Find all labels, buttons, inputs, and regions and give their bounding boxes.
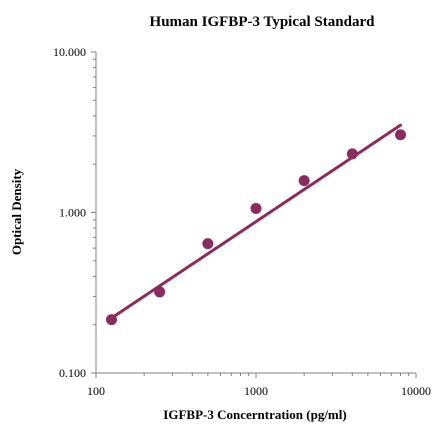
plot-area bbox=[106, 123, 406, 326]
data-point bbox=[250, 202, 262, 214]
data-point bbox=[154, 286, 166, 298]
data-point bbox=[298, 175, 310, 187]
data-point bbox=[202, 238, 214, 250]
data-point bbox=[394, 129, 406, 141]
data-point bbox=[346, 148, 358, 160]
data-point bbox=[106, 314, 118, 326]
y-tick-label: 10.000 bbox=[53, 45, 86, 59]
x-tick-label: 100 bbox=[87, 384, 105, 398]
y-tick-label: 1.000 bbox=[59, 206, 86, 220]
y-axis-label: Optical Density bbox=[9, 168, 24, 255]
x-tick-label: 10000 bbox=[401, 384, 431, 398]
chart-title: Human IGFBP-3 Typical Standard bbox=[150, 14, 376, 30]
y-tick-label: 0.100 bbox=[59, 366, 86, 380]
x-axis-label: IGFBP-3 Concerntration (pg/ml) bbox=[163, 407, 346, 422]
x-tick-label: 1000 bbox=[244, 384, 268, 398]
axes: 0.100 1.000 10.000 100 1000 10000 bbox=[53, 45, 431, 398]
